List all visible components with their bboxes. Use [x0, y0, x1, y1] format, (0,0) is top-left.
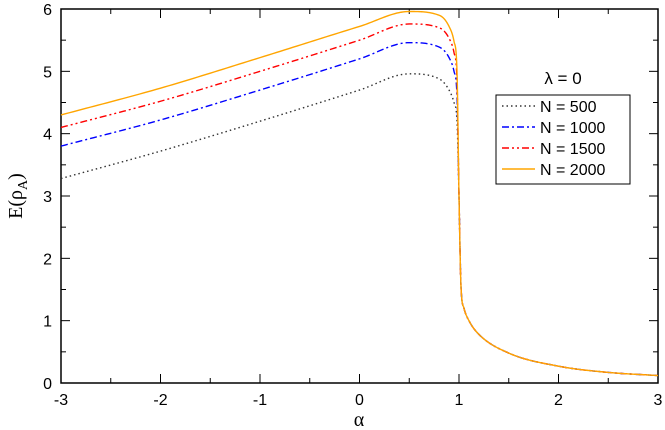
legend-label-3: N = 1500 [540, 141, 605, 158]
series-line-4 [60, 10, 659, 377]
x-tick-label: -3 [54, 392, 68, 409]
y-axis-label-subscript: A [16, 179, 31, 190]
y-tick-label: 0 [43, 376, 52, 393]
y-tick-label: 2 [43, 251, 52, 268]
plot-frame [60, 8, 659, 384]
legend-title: λ = 0 [544, 69, 581, 88]
ticks [60, 8, 659, 384]
x-tick-label: -2 [153, 392, 167, 409]
legend-label-2: N = 1000 [540, 120, 605, 137]
y-tick-label: 3 [43, 189, 52, 206]
y-axis-label: E(ρA) [5, 173, 31, 219]
y-tick-label: 5 [43, 64, 52, 81]
series-line-2 [60, 41, 659, 377]
legend: λ = 0 N = 500 N = 1000 N = 1500 N = 2000 [495, 69, 631, 185]
y-axis-label-main: E(ρ [5, 190, 27, 219]
y-tick-label: 4 [43, 127, 52, 144]
legend-label-4: N = 2000 [540, 162, 605, 179]
x-tick-label: -1 [253, 392, 267, 409]
x-axis-label: α [354, 409, 365, 430]
x-tick-label: 1 [455, 392, 464, 409]
x-tick-labels: -3 -2 -1 0 1 2 3 [54, 392, 663, 409]
legend-label-1: N = 500 [540, 99, 597, 116]
series-lines [60, 10, 659, 377]
x-tick-label: 2 [554, 392, 563, 409]
x-tick-label: 3 [654, 392, 663, 409]
legend-items: N = 500 N = 1000 N = 1500 N = 2000 [502, 99, 605, 179]
x-tick-label: 0 [355, 392, 364, 409]
y-axis-label-close: ) [5, 173, 27, 180]
y-tick-label: 1 [43, 314, 52, 331]
y-tick-labels: 0 1 2 3 4 5 6 [43, 2, 52, 393]
y-tick-label: 6 [43, 2, 52, 19]
series-line-1 [60, 73, 659, 377]
